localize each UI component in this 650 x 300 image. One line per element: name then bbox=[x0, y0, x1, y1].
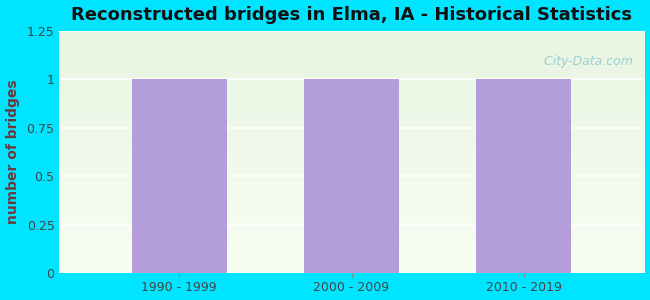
Bar bbox=[304, 79, 399, 273]
Y-axis label: number of bridges: number of bridges bbox=[6, 80, 20, 224]
Title: Reconstructed bridges in Elma, IA - Historical Statistics: Reconstructed bridges in Elma, IA - Hist… bbox=[71, 6, 632, 24]
Bar bbox=[476, 79, 571, 273]
Text: City-Data.com: City-Data.com bbox=[536, 55, 632, 68]
Bar bbox=[132, 79, 227, 273]
